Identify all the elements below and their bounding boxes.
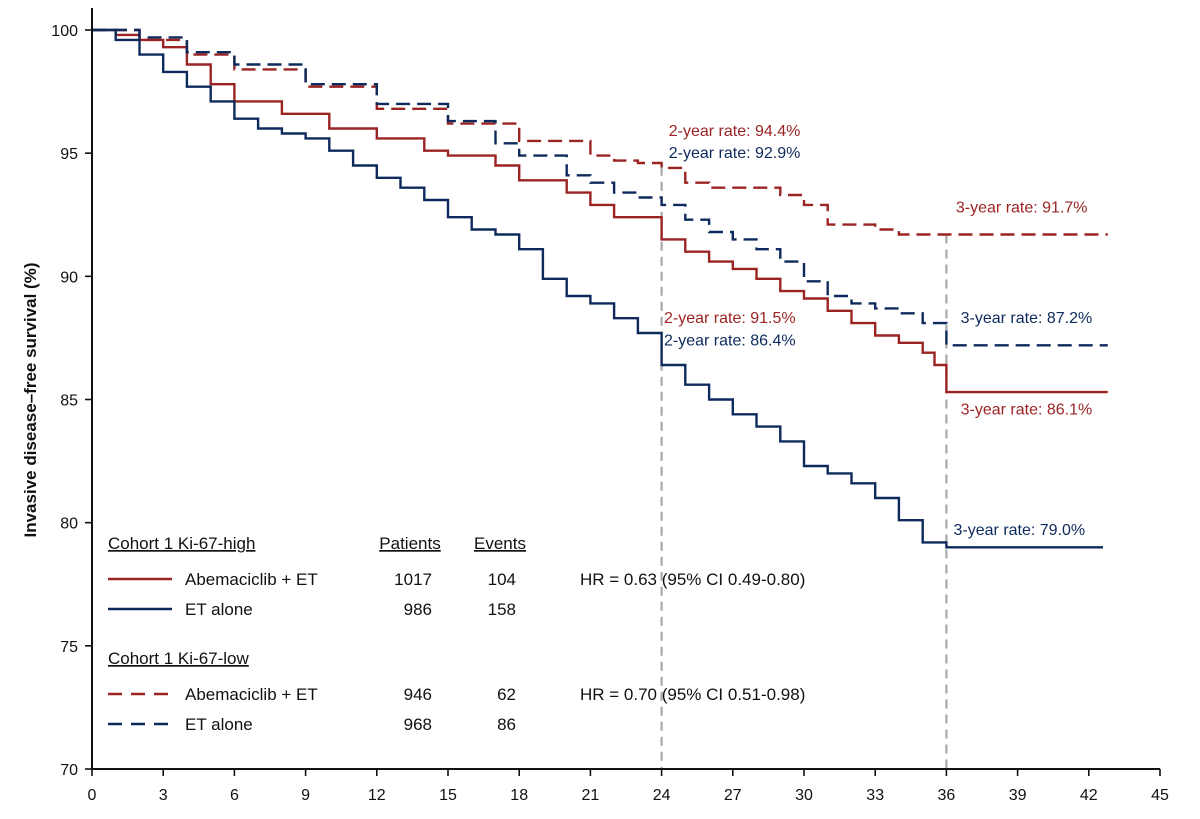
y-tick-label: 80 <box>60 516 78 533</box>
survival-curves <box>92 30 1108 547</box>
y-tick-label: 70 <box>60 762 78 779</box>
x-tick-label: 36 <box>938 787 956 804</box>
series-line-low-et-alone <box>92 30 1108 345</box>
legend-patients: 946 <box>404 685 432 704</box>
legend-events: 104 <box>488 570 516 589</box>
legend-events: 86 <box>497 715 516 734</box>
x-tick-label: 24 <box>653 787 671 804</box>
y-tick-label: 95 <box>60 146 78 163</box>
x-tick-label: 33 <box>866 787 884 804</box>
x-tick-label: 30 <box>795 787 813 804</box>
x-tick-label: 9 <box>301 787 310 804</box>
legend-patients: 986 <box>404 600 432 619</box>
legend-patients: 1017 <box>394 570 432 589</box>
x-tick-label: 39 <box>1009 787 1027 804</box>
legend-events: 158 <box>488 600 516 619</box>
y-tick-label: 100 <box>51 23 78 40</box>
rate-annotation: 3-year rate: 91.7% <box>956 199 1088 216</box>
rate-annotation: 2-year rate: 91.5% <box>664 310 796 327</box>
rate-annotation: 2-year rate: 94.4% <box>669 123 801 140</box>
x-tick-label: 21 <box>582 787 600 804</box>
x-tick-label: 3 <box>159 787 168 804</box>
x-tick-label: 27 <box>724 787 742 804</box>
legend-column-events: Events <box>474 534 526 553</box>
y-tick-label: 75 <box>60 639 78 656</box>
legend-events: 62 <box>497 685 516 704</box>
rate-annotations: 2-year rate: 94.4% 2-year rate: 92.9% 3-ye… <box>664 123 1092 539</box>
x-tick-label: 0 <box>88 787 97 804</box>
legend-column-patients: Patients <box>379 534 440 553</box>
reference-lines <box>662 167 947 769</box>
y-axis-label: Invasive disease–free survival (%) <box>21 263 40 538</box>
km-survival-chart: 0 3 6 9 12 15 18 21 24 27 30 33 36 39 42 45707580859095… <box>0 0 1200 819</box>
rate-annotation: 3-year rate: 86.1% <box>961 401 1093 418</box>
legend-patients: 968 <box>404 715 432 734</box>
x-tick-label: 18 <box>510 787 528 804</box>
rate-annotation: 3-year rate: 87.2% <box>961 310 1093 327</box>
series-line-high-et-alone <box>92 30 1103 547</box>
x-tick-label: 12 <box>368 787 386 804</box>
rate-annotation: 3-year rate: 79.0% <box>954 522 1086 539</box>
legend-label: ET alone <box>185 715 253 734</box>
x-tick-label: 6 <box>230 787 239 804</box>
legend-group-title: Cohort 1 Ki-67-low <box>108 649 250 668</box>
legend-hazard-ratio: HR = 0.63 (95% CI 0.49-0.80) <box>580 570 805 589</box>
legend-label: ET alone <box>185 600 253 619</box>
legend: Cohort 1 Ki-67-high Patients Events Abemaci… <box>108 534 805 734</box>
x-tick-label: 42 <box>1080 787 1098 804</box>
legend-label: Abemaciclib + ET <box>185 570 318 589</box>
x-tick-label: 45 <box>1151 787 1169 804</box>
legend-group-title: Cohort 1 Ki-67-high <box>108 534 255 553</box>
rate-annotation: 2-year rate: 92.9% <box>669 145 801 162</box>
x-tick-label: 15 <box>439 787 457 804</box>
y-tick-label: 85 <box>60 393 78 410</box>
legend-label: Abemaciclib + ET <box>185 685 318 704</box>
y-tick-label: 90 <box>60 269 78 286</box>
legend-hazard-ratio: HR = 0.70 (95% CI 0.51-0.98) <box>580 685 805 704</box>
rate-annotation: 2-year rate: 86.4% <box>664 332 796 349</box>
